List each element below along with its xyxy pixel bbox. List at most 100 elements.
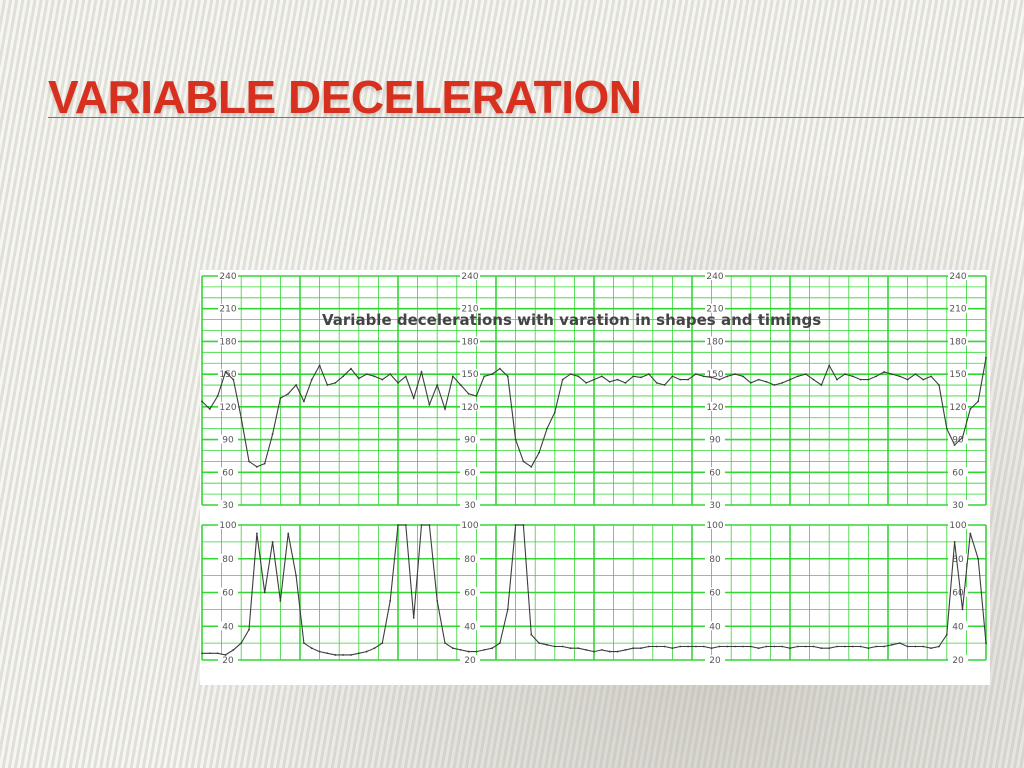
fhr-point [295, 384, 297, 386]
uc-point [263, 591, 266, 594]
tick-label-background [460, 467, 480, 477]
uc-point [475, 650, 478, 653]
fhr-point [412, 397, 415, 400]
fhr-point [851, 375, 854, 378]
fhr-point [836, 378, 838, 381]
y-tick-label: 20 [709, 656, 721, 666]
fhr-point [263, 462, 266, 465]
fhr-point [930, 375, 933, 378]
uc-point [444, 642, 446, 645]
fhr-point [702, 375, 705, 378]
uc-point [397, 524, 399, 526]
uc-point [843, 645, 846, 648]
y-tick-label: 40 [464, 622, 476, 632]
uc-tick-labels: 100 100 100 100 80 80 80 80 60 60 60 60 40 40 40 40 20 20… [218, 520, 968, 666]
y-tick-label: 80 [464, 555, 476, 565]
fhr-point [843, 373, 846, 376]
uc-point [577, 647, 580, 650]
tick-label-background [218, 500, 238, 509]
fhr-point [875, 375, 878, 378]
uc-point [224, 654, 227, 656]
tick-label-background [460, 271, 480, 280]
uc-point [616, 650, 619, 653]
fhr-point [671, 375, 674, 378]
fhr-point [945, 427, 948, 430]
tick-label-background [948, 434, 968, 444]
fhr-point [647, 373, 650, 376]
y-tick-label: 240 [949, 272, 966, 282]
y-tick-label: 40 [709, 622, 721, 632]
tick-label-background [948, 500, 968, 509]
uc-point [710, 647, 713, 650]
fhr-point [969, 408, 972, 410]
y-tick-label: 240 [706, 272, 723, 282]
uc-point [789, 647, 791, 650]
uc-point [201, 652, 203, 655]
fhr-point [640, 376, 642, 379]
uc-point [538, 642, 541, 645]
uc-point [655, 645, 658, 648]
y-tick-label: 240 [219, 272, 236, 282]
y-tick-label: 60 [952, 468, 964, 478]
fhr-point [914, 373, 917, 376]
fhr-point [608, 380, 611, 383]
fhr-point [718, 378, 721, 381]
fhr-point [781, 381, 784, 384]
tick-label-background [948, 369, 968, 379]
uc-point [593, 650, 595, 653]
fhr-point [624, 381, 627, 384]
uc-point [514, 524, 517, 526]
uc-point [546, 643, 548, 646]
y-tick-label: 60 [222, 468, 234, 478]
tick-label-background [948, 271, 968, 280]
uc-point [506, 608, 509, 611]
y-tick-label: 60 [709, 589, 721, 599]
fhr-point [985, 356, 987, 359]
uc-point [287, 532, 290, 535]
fhr-point [828, 364, 831, 367]
y-tick-label: 80 [952, 555, 964, 565]
y-tick-label: 90 [464, 436, 476, 446]
uc-point [640, 647, 642, 650]
uc-point [624, 648, 627, 651]
fhr-point [859, 378, 862, 381]
y-tick-label: 210 [949, 305, 966, 315]
fhr-point [248, 460, 250, 463]
tick-label-background [218, 553, 238, 563]
uc-point [867, 647, 870, 650]
uc-point [742, 645, 744, 648]
uc-point [585, 648, 588, 651]
y-tick-label: 100 [461, 521, 478, 531]
uc-point [953, 540, 956, 543]
y-tick-label: 30 [709, 501, 721, 511]
y-tick-label: 90 [952, 436, 964, 446]
uc-point [671, 647, 674, 650]
tick-label-background [218, 587, 238, 597]
uc-point [600, 648, 603, 651]
y-tick-label: 30 [222, 501, 234, 511]
tick-label-background [460, 553, 480, 563]
uc-point [647, 645, 650, 648]
y-tick-label: 80 [709, 555, 721, 565]
uc-point [898, 642, 901, 645]
uc-point [412, 616, 415, 619]
uc-point [796, 645, 799, 648]
fhr-point [789, 378, 791, 381]
uc-point [326, 652, 329, 655]
fhr-point [428, 403, 431, 406]
fhr-point [357, 377, 360, 380]
uc-point [467, 650, 470, 653]
fhr-point [569, 373, 572, 376]
uc-points [201, 524, 987, 656]
tick-label-background [948, 553, 968, 563]
y-tick-label: 90 [222, 436, 234, 446]
tick-label-background [460, 369, 480, 379]
uc-point [749, 645, 752, 648]
fhr-point [522, 460, 525, 463]
fhr-point [467, 392, 470, 395]
y-tick-label: 150 [461, 370, 478, 380]
fhr-point [616, 378, 619, 381]
fhr-point [546, 427, 548, 430]
uc-point [373, 647, 376, 650]
uc-point [961, 608, 964, 611]
